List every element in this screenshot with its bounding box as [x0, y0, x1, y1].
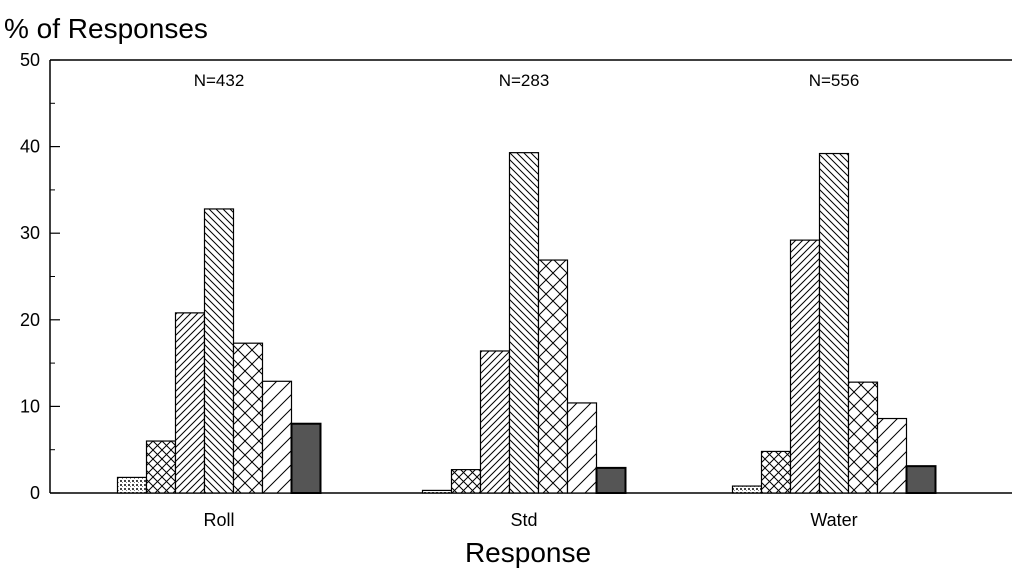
y-tick-label: 20	[20, 310, 40, 330]
bar-water-series-5	[847, 381, 879, 494]
y-tick-label: 0	[30, 483, 40, 503]
y-axis-label: % of Responses	[4, 13, 208, 44]
bar-water-series-7	[905, 465, 937, 494]
bar-std-series-5	[537, 259, 569, 494]
y-tick-label: 30	[20, 223, 40, 243]
bar-water-series-2	[760, 450, 792, 494]
bar-std-series-4	[508, 152, 540, 494]
bar-roll-series-5	[232, 342, 264, 494]
x-tick-label: Std	[510, 510, 537, 530]
bar-std-series-3	[479, 350, 511, 494]
sample-size-annotation: N=556	[809, 71, 860, 90]
bar-roll-series-3	[174, 312, 206, 494]
bar-water-series-6	[876, 417, 908, 494]
bar-water-series-1	[731, 485, 763, 494]
sample-size-annotation: N=432	[194, 71, 245, 90]
bar-water-series-3	[789, 239, 821, 494]
x-tick-label: Water	[810, 510, 857, 530]
bar-roll-series-4	[203, 208, 235, 494]
bar-roll-series-1	[116, 476, 148, 494]
bar-roll-series-7	[290, 422, 322, 494]
bar-water-series-4	[818, 152, 850, 494]
bar-roll-series-2	[145, 440, 177, 494]
y-tick-label: 10	[20, 396, 40, 416]
bar-std-series-6	[566, 402, 598, 494]
y-tick-label: 50	[20, 50, 40, 70]
bar-std-series-2	[450, 469, 482, 494]
x-tick-label: Roll	[203, 510, 234, 530]
sample-size-annotation: N=283	[499, 71, 550, 90]
bar-std-series-7	[595, 466, 627, 494]
bar-std-series-1	[421, 489, 453, 494]
x-axis-label: Response	[465, 537, 591, 568]
bar-roll-series-6	[261, 380, 293, 494]
y-tick-label: 40	[20, 137, 40, 157]
